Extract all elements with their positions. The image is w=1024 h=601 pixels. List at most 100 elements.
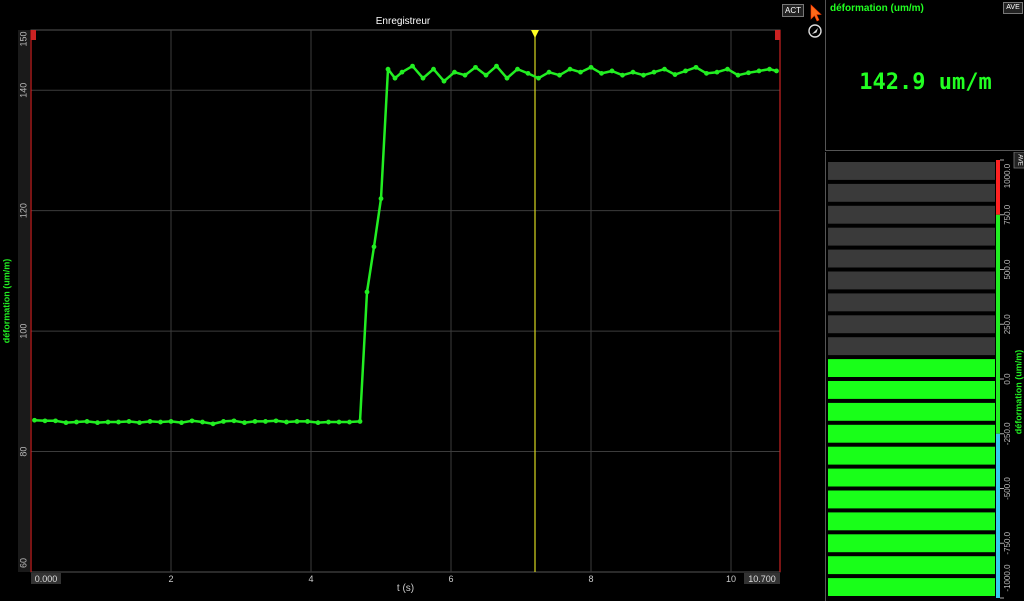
data-point — [284, 419, 289, 425]
data-point — [494, 63, 499, 69]
scale-tick-label: 1000.0 — [1003, 163, 1012, 188]
left-bound-marker[interactable] — [31, 30, 36, 40]
data-point — [137, 420, 142, 426]
scale-tick-label: 500.0 — [1003, 259, 1012, 280]
y-axis-title: déformation (um/m) — [1, 259, 11, 344]
data-point — [683, 68, 688, 74]
data-point — [774, 68, 779, 74]
data-point — [452, 69, 457, 75]
x-start-box — [31, 573, 61, 584]
y-tick-label: 80 — [18, 447, 28, 457]
data-point — [420, 75, 426, 81]
recorder-chart[interactable]: 60 80 100 120 140 150 déformation (um/m) 2 4 6 8 10… — [0, 0, 806, 601]
data-point — [620, 72, 625, 78]
data-point — [305, 419, 310, 424]
data-point — [179, 420, 184, 426]
data-point — [357, 419, 363, 424]
data-point — [315, 420, 321, 426]
bargraph-ave-badge[interactable] — [1013, 152, 1024, 169]
data-point — [347, 419, 352, 425]
y-axis-strip — [18, 30, 30, 572]
data-point — [651, 69, 657, 75]
bar-segment — [828, 490, 995, 509]
data-point — [599, 70, 604, 76]
data-point — [147, 419, 153, 424]
data-point — [364, 289, 370, 295]
data-point — [473, 64, 478, 70]
x-tick-label: 8 — [588, 574, 593, 584]
data-point — [410, 63, 415, 69]
data-point — [273, 418, 279, 424]
scale-tick-label: 750.0 — [1003, 204, 1012, 225]
data-point — [263, 419, 268, 424]
bar-segment — [828, 271, 995, 290]
data-point — [431, 66, 436, 72]
y-tick-label: 120 — [18, 203, 28, 218]
bar-segment — [828, 337, 995, 356]
bar-segment — [828, 205, 995, 224]
data-point — [105, 419, 111, 425]
data-point — [693, 64, 699, 70]
data-point — [84, 419, 90, 424]
cursor-marker[interactable] — [531, 30, 539, 38]
data-point — [200, 419, 205, 425]
bar-segment — [828, 183, 995, 202]
data-point — [385, 66, 391, 72]
bar-segment — [828, 359, 995, 377]
data-point — [242, 420, 247, 426]
right-bound-marker[interactable] — [775, 30, 780, 40]
x-start-label: 0.000 — [35, 574, 58, 584]
ave-badge[interactable]: AVE — [1003, 2, 1023, 14]
data-point — [714, 69, 720, 75]
data-point — [53, 418, 58, 424]
data-point — [378, 196, 384, 202]
data-point — [336, 419, 342, 425]
data-point — [462, 72, 468, 78]
x-tick-label: 10 — [726, 574, 736, 584]
bar-segment — [828, 293, 995, 312]
scale-tick-label: 250.0 — [1003, 314, 1012, 335]
y-tick-label: 100 — [18, 324, 28, 339]
y-tick-label: 60 — [18, 558, 28, 568]
pointer-arrow-icon[interactable] — [810, 4, 822, 22]
data-point — [609, 68, 615, 74]
bar-segment — [828, 424, 995, 443]
scale-tick-label: -750.0 — [1003, 531, 1012, 554]
data-point — [189, 418, 195, 424]
data-point — [231, 418, 237, 424]
data-point — [210, 421, 216, 427]
data-point — [735, 72, 741, 78]
bar-segment — [828, 468, 995, 487]
x-tick-label: 2 — [168, 574, 173, 584]
bar-segment — [828, 249, 995, 268]
scale-strip-low — [996, 433, 1000, 598]
data-point — [704, 70, 709, 76]
bar-segment — [828, 512, 995, 531]
data-point — [630, 69, 636, 75]
data-point — [326, 419, 331, 425]
compass-icon[interactable] — [808, 24, 822, 38]
data-point — [126, 419, 132, 424]
data-point — [294, 419, 300, 424]
bargraph-panel: 1000.0 750.0 500.0 250.0 0.0 -250.0 -500.0 -750… — [825, 152, 1024, 601]
data-point — [32, 417, 37, 423]
data-point — [483, 72, 489, 78]
data-point — [536, 75, 541, 81]
data-point — [557, 72, 562, 78]
scale-tick-label: -250.0 — [1003, 422, 1012, 445]
tool-strip — [806, 0, 824, 601]
data-point — [567, 66, 573, 72]
act-badge[interactable]: ACT — [782, 4, 804, 17]
data-point — [116, 419, 121, 425]
data-point — [63, 420, 69, 426]
bar-segment — [828, 534, 995, 553]
data-point — [74, 419, 79, 425]
data-point — [672, 72, 678, 77]
x-axis-title: t (s) — [397, 583, 414, 594]
channel-label: déformation (um/m) — [830, 3, 924, 14]
bargraph: 1000.0 750.0 500.0 250.0 0.0 -250.0 -500.0 -750… — [828, 152, 1024, 599]
data-point — [168, 419, 174, 424]
data-point — [662, 66, 667, 72]
scale-tick-label: -1000.0 — [1003, 564, 1012, 592]
data-point — [252, 419, 258, 424]
